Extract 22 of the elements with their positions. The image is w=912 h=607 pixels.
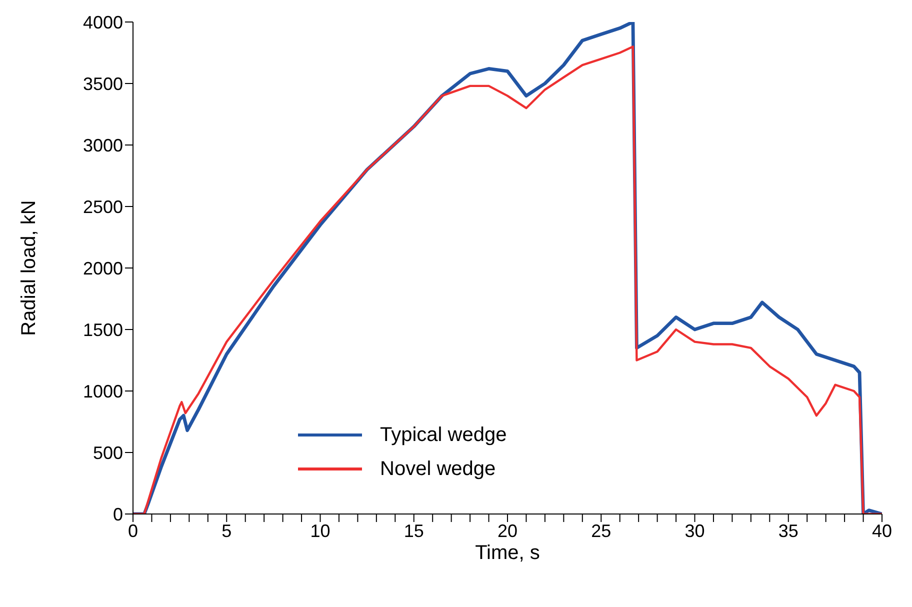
y-tick-label: 4000 [82, 12, 123, 32]
x-tick-label: 40 [872, 520, 892, 541]
y-tick-label: 2500 [82, 196, 123, 217]
legend-label: Novel wedge [380, 458, 496, 480]
x-tick-label: 25 [591, 520, 612, 541]
x-tick-label: 10 [310, 520, 330, 541]
y-tick-label: 0 [112, 504, 123, 524]
y-tick-label: 1000 [82, 381, 123, 402]
x-tick-label: 15 [404, 520, 424, 541]
y-axis-title: Radial load, kN [18, 200, 40, 336]
x-tick-label: 35 [778, 520, 798, 541]
x-tick-label: 20 [497, 520, 518, 541]
y-tick-label: 3000 [82, 135, 123, 156]
y-tick-label: 3500 [82, 74, 123, 94]
y-tick-label: 2000 [82, 258, 123, 278]
legend-label: Typical wedge [380, 424, 507, 446]
x-tick-label: 5 [222, 520, 232, 541]
x-tick-label: 0 [128, 520, 138, 541]
x-axis-title: Time, s [475, 542, 540, 564]
y-tick-label: 1500 [82, 320, 123, 340]
y-tick-label: 500 [92, 442, 123, 463]
x-tick-label: 30 [684, 520, 705, 541]
